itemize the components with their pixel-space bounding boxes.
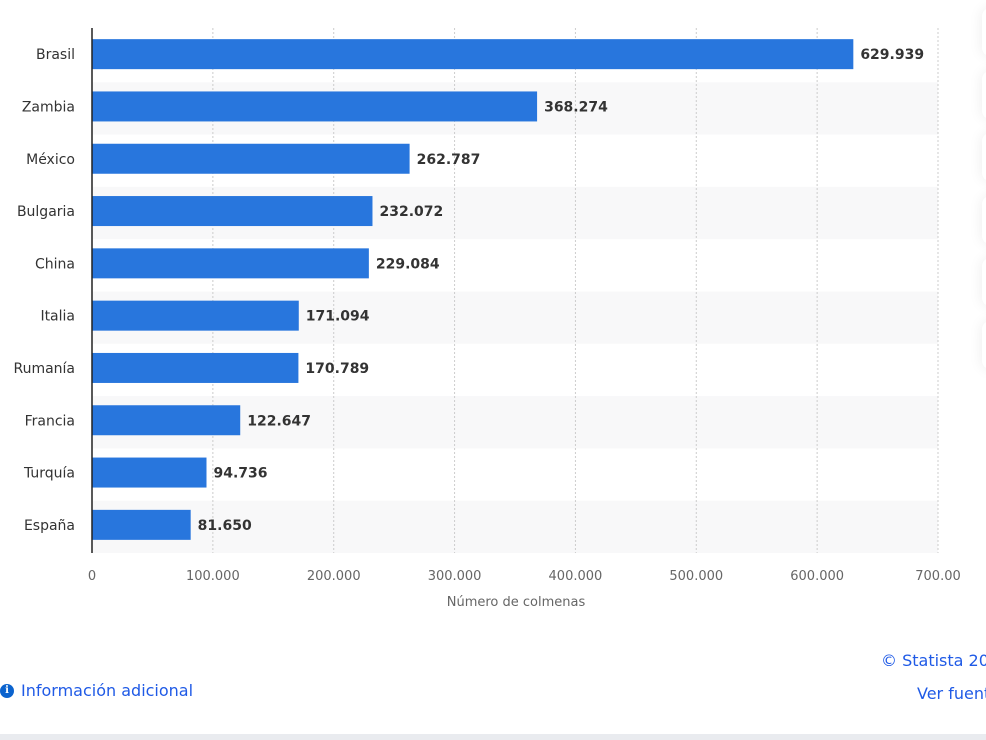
bar-turquía[interactable]: [92, 457, 207, 488]
x-tick-label: 300.000: [428, 569, 482, 584]
value-label: 122.647: [247, 413, 311, 429]
bar-zambia[interactable]: [92, 91, 538, 122]
bars: [92, 39, 854, 540]
bar-brasil[interactable]: [92, 39, 854, 70]
category-labels: Brasil Zambia México Bulgaria China Italia Rum…: [13, 47, 75, 534]
category-label: México: [26, 152, 75, 168]
value-label: 368.274: [544, 99, 608, 115]
x-tick-label: 500.000: [669, 569, 723, 584]
x-tick-label: 400.000: [549, 569, 603, 584]
category-label: Rumanía: [13, 361, 75, 377]
x-tick-label: 0: [88, 569, 96, 584]
value-label: 94.736: [213, 466, 267, 482]
category-label: Turquía: [23, 466, 75, 482]
category-label: Italia: [40, 309, 75, 325]
bar-rumanía[interactable]: [92, 352, 299, 383]
row-band: [92, 500, 938, 553]
category-label: Francia: [25, 413, 75, 429]
side-toolbar-button[interactable]: [982, 195, 986, 244]
x-tick-label: 100.000: [186, 569, 240, 584]
value-label: 232.072: [379, 204, 443, 220]
x-axis-title: Número de colmenas: [447, 595, 586, 610]
bar-china[interactable]: [92, 248, 369, 279]
additional-info-label: Información adicional: [21, 681, 194, 700]
value-labels: 629.939 368.274 262.787 232.072 229.084 171.0…: [198, 47, 924, 534]
bar-bulgaria[interactable]: [92, 196, 373, 227]
value-label: 170.789: [305, 361, 369, 377]
info-icon: i: [0, 683, 14, 698]
bar-chart: Brasil Zambia México Bulgaria China Italia Rum…: [13, 28, 961, 610]
bar-francia[interactable]: [92, 405, 241, 436]
side-toolbar-button[interactable]: [982, 70, 986, 119]
view-source-link[interactable]: Ver fuent: [917, 684, 986, 703]
side-toolbar-button[interactable]: [982, 8, 986, 56]
x-tick-label: 700.00: [915, 569, 961, 584]
row-bands: [92, 82, 938, 553]
category-label: Zambia: [22, 99, 75, 115]
side-toolbar-button[interactable]: [982, 258, 986, 306]
category-label: Bulgaria: [17, 204, 75, 220]
category-label: China: [35, 256, 75, 272]
bar-italia[interactable]: [92, 300, 299, 331]
statista-copyright-link[interactable]: © Statista 202: [881, 651, 986, 670]
side-toolbar-button[interactable]: [982, 320, 986, 369]
category-label: Brasil: [36, 47, 75, 63]
x-tick-label: 600.000: [790, 569, 844, 584]
value-label: 81.650: [198, 518, 252, 534]
value-label: 229.084: [376, 256, 440, 272]
category-label: España: [24, 518, 75, 534]
side-toolbar-button[interactable]: [982, 133, 986, 181]
x-tick-labels: 0 100.000 200.000 300.000 400.000 500.000 600.…: [88, 569, 961, 584]
bar-méxico[interactable]: [92, 143, 410, 174]
additional-info-link[interactable]: i Información adicional: [0, 681, 193, 700]
value-label: 262.787: [417, 152, 481, 168]
bar-españa[interactable]: [92, 509, 191, 540]
bottom-divider: [0, 734, 986, 740]
x-tick-label: 200.000: [307, 569, 361, 584]
value-label: 171.094: [306, 309, 370, 325]
gridlines: [212, 28, 939, 553]
value-label: 629.939: [860, 47, 924, 63]
